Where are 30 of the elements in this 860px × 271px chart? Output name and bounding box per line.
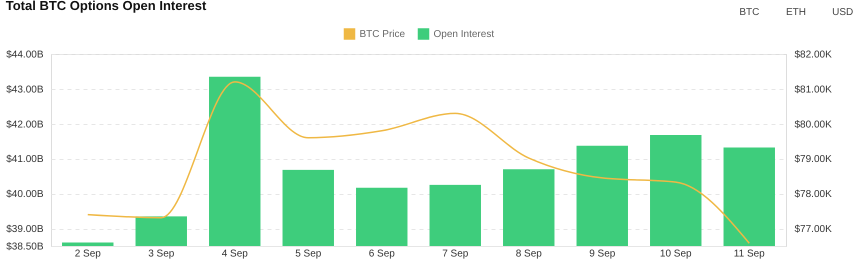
y2-tick-label: $78.00K [794,189,832,200]
chart-title: Total BTC Options Open Interest [6,0,207,13]
x-tick-label: 3 Sep [148,248,175,260]
x-tick-label: 7 Sep [442,248,469,260]
x-tick-label: 4 Sep [222,248,248,260]
x-tick-label: 2 Sep [74,248,102,260]
y2-tick-label: $82.00K [794,50,832,60]
y-tick-label: $40.00B [6,189,44,200]
y-tick-label: $43.00B [6,84,44,96]
x-tick-label: 5 Sep [295,248,322,260]
text: BTC [739,7,760,18]
y2-tick-label: $81.00K [794,84,832,96]
text: ETH [786,7,806,18]
y2-tick-label: $77.00K [794,224,832,236]
x-tick-label: 11 Sep [734,248,766,260]
y-tick-label: $39.00B [6,224,44,236]
x-tick-label: 9 Sep [589,248,616,260]
x-tick-label: 8 Sep [516,248,542,260]
y2-tick-label: $79.00K [794,154,832,166]
line-series [87,81,750,244]
y-tick-label: $41.00B [6,154,44,166]
x-tick-label: 10 Sep [660,248,692,260]
legend-label: Open Interest [434,29,494,40]
legend-label: BTC Price [360,29,406,40]
y-tick-label: $42.00B [6,119,44,130]
x-tick-label: 6 Sep [368,248,396,260]
y-tick-label: $44.00B [6,50,44,60]
y2-tick-label: $80.00K [794,119,832,130]
text: USD [832,7,854,18]
y-tick-label: $38.50B [6,242,44,252]
